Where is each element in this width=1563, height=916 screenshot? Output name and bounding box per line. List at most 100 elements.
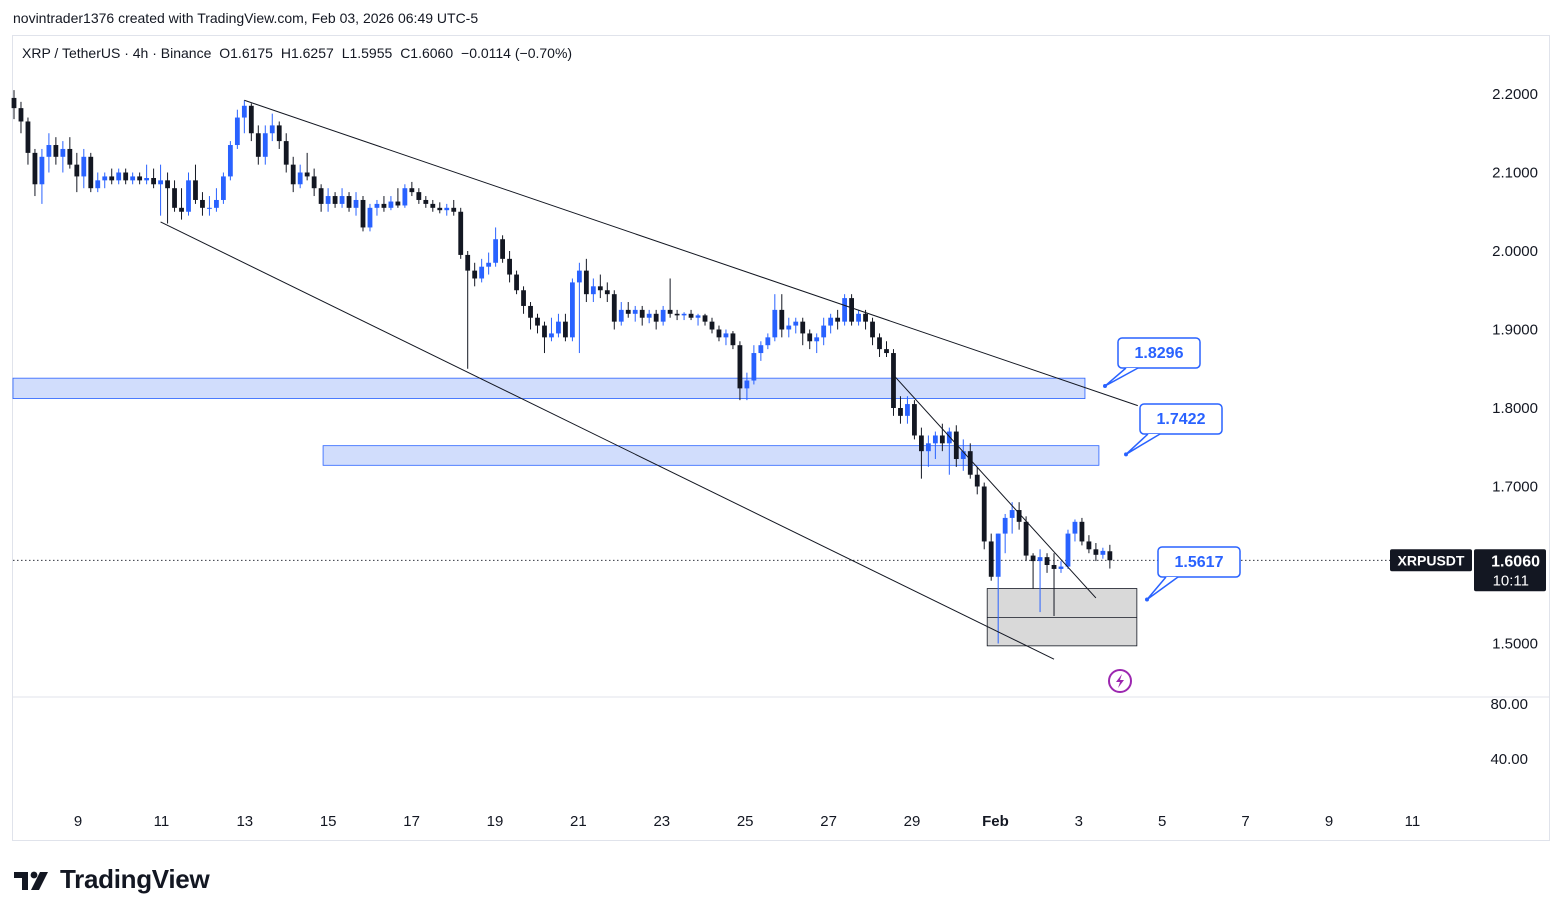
candle[interactable] [283, 133, 289, 173]
trendline[interactable] [160, 221, 1055, 660]
candle[interactable] [234, 109, 240, 149]
candle[interactable] [744, 372, 750, 401]
price-callout[interactable]: 1.5617 [1145, 546, 1241, 602]
candle[interactable] [709, 317, 715, 334]
candle[interactable] [842, 294, 848, 326]
candle[interactable] [332, 192, 338, 208]
candle[interactable] [172, 180, 177, 212]
candle[interactable] [88, 152, 94, 193]
candle[interactable] [549, 317, 554, 342]
candle[interactable] [221, 172, 226, 204]
candle[interactable] [1037, 549, 1043, 613]
candle[interactable] [25, 117, 31, 165]
candle[interactable] [297, 164, 303, 189]
candle[interactable] [772, 294, 778, 342]
candle[interactable] [688, 309, 694, 321]
candle[interactable] [81, 148, 87, 189]
candle[interactable] [67, 137, 73, 169]
candle[interactable] [472, 262, 478, 287]
candle[interactable] [123, 168, 129, 185]
candle[interactable] [905, 396, 910, 424]
candle[interactable] [360, 196, 366, 232]
candle[interactable] [1030, 553, 1036, 589]
candle[interactable] [590, 278, 596, 303]
candle[interactable] [290, 156, 296, 193]
candle[interactable] [556, 313, 561, 338]
candle[interactable] [667, 278, 673, 318]
candle[interactable] [611, 290, 617, 330]
symbol-price-tag[interactable]: XRPUSDT [1390, 549, 1472, 572]
candle[interactable] [723, 329, 729, 346]
candle[interactable] [967, 443, 973, 479]
candle[interactable] [325, 188, 331, 212]
trendline[interactable] [893, 374, 1097, 599]
candle[interactable] [570, 278, 575, 342]
candle[interactable] [39, 148, 45, 204]
candle[interactable] [95, 172, 101, 193]
candle[interactable] [877, 333, 882, 357]
candle[interactable] [653, 309, 659, 330]
candle[interactable] [102, 172, 108, 189]
candle[interactable] [241, 100, 247, 134]
candle[interactable] [604, 282, 610, 303]
candle[interactable] [409, 181, 415, 197]
candle[interactable] [828, 313, 834, 334]
candle[interactable] [995, 533, 1001, 644]
candle[interactable] [1107, 544, 1113, 569]
candle[interactable] [109, 168, 115, 185]
candle[interactable] [248, 103, 254, 142]
trendline[interactable] [244, 99, 1138, 407]
candle[interactable] [946, 427, 952, 475]
candle[interactable] [158, 164, 163, 216]
candle[interactable] [576, 262, 582, 354]
candle[interactable] [807, 329, 813, 350]
price-callout[interactable]: 1.7422 [1124, 403, 1223, 457]
candle[interactable] [1086, 535, 1092, 554]
candle[interactable] [779, 294, 785, 338]
candle[interactable] [681, 312, 687, 321]
candle[interactable] [227, 141, 233, 181]
candle[interactable] [660, 305, 666, 326]
candle[interactable] [32, 148, 38, 197]
candle[interactable] [353, 192, 359, 216]
candle[interactable] [437, 202, 443, 214]
candle[interactable] [702, 313, 708, 326]
candle[interactable] [74, 152, 80, 193]
candle[interactable] [919, 427, 924, 479]
candle[interactable] [200, 192, 205, 216]
candle[interactable] [1065, 529, 1071, 569]
candle[interactable] [1051, 553, 1057, 617]
candle[interactable] [793, 317, 799, 334]
candle[interactable] [186, 172, 191, 216]
candle[interactable] [891, 349, 896, 416]
candle[interactable] [304, 152, 310, 181]
candle[interactable] [1023, 516, 1029, 562]
candle[interactable] [53, 137, 59, 165]
candle[interactable] [116, 168, 122, 185]
candle[interactable] [339, 188, 345, 208]
candle[interactable] [444, 203, 450, 216]
candle[interactable] [255, 125, 261, 165]
candle[interactable] [912, 400, 917, 440]
candle[interactable] [597, 274, 603, 299]
candle[interactable] [988, 533, 994, 581]
candle[interactable] [500, 235, 505, 263]
candle[interactable] [898, 396, 903, 424]
candle[interactable] [674, 309, 680, 321]
candle[interactable] [514, 270, 519, 295]
legend-symbol[interactable]: XRP / TetherUS · 4h · Binance [22, 45, 212, 61]
candle[interactable] [646, 309, 652, 324]
resistance-zone[interactable] [322, 445, 1100, 466]
candle[interactable] [179, 188, 184, 220]
candle[interactable] [632, 305, 638, 322]
candle[interactable] [583, 258, 589, 303]
candle[interactable] [974, 466, 980, 495]
candle[interactable] [207, 196, 212, 216]
alert-lightning-icon[interactable] [1108, 669, 1132, 693]
candle[interactable] [451, 199, 457, 216]
candle[interactable] [1093, 543, 1099, 562]
candle[interactable] [563, 313, 568, 342]
candle[interactable] [1058, 561, 1064, 573]
candle[interactable] [528, 302, 533, 330]
